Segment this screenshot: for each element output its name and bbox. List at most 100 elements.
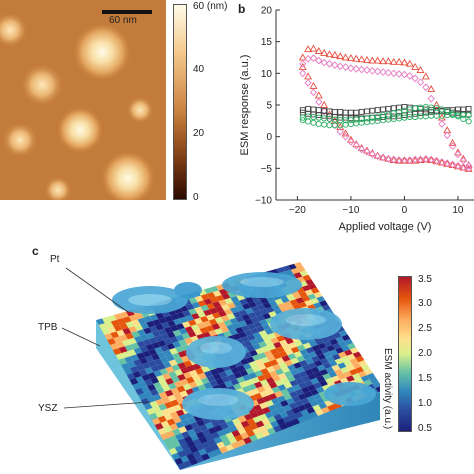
map-cell xyxy=(252,416,262,423)
map-cell xyxy=(125,321,135,328)
map-cell xyxy=(251,284,261,291)
map-cell xyxy=(311,355,320,363)
map-cell xyxy=(348,379,358,387)
map-cell xyxy=(343,360,353,367)
data-point-triangle xyxy=(384,57,393,65)
data-point-triangle xyxy=(336,52,345,60)
map-cell xyxy=(246,418,256,426)
data-point-triangle xyxy=(453,148,462,156)
map-cell xyxy=(214,401,224,409)
map-cell xyxy=(194,379,204,387)
map-cell xyxy=(186,292,195,300)
map-cell xyxy=(280,377,290,385)
map-cell xyxy=(152,307,162,315)
data-point-triangle xyxy=(325,50,334,58)
map-cell xyxy=(227,373,237,381)
map-cell xyxy=(309,400,319,407)
map-cell xyxy=(191,386,201,394)
data-point-diamond xyxy=(304,78,312,87)
map-cell xyxy=(167,406,176,414)
map-cell xyxy=(355,366,364,374)
map-cell xyxy=(142,338,152,346)
map-cell xyxy=(223,319,233,327)
data-point-triangle xyxy=(362,55,371,63)
map-cell xyxy=(276,324,286,331)
esm-map-cells xyxy=(96,262,380,470)
data-point-diamond xyxy=(309,88,318,97)
map-cell xyxy=(280,388,290,396)
map-cell xyxy=(231,355,240,363)
y-tick-label: 15 xyxy=(261,37,273,48)
map-cell xyxy=(310,298,320,305)
map-cell xyxy=(304,379,314,387)
data-point-diamond xyxy=(438,158,446,166)
map-cell xyxy=(274,379,284,387)
map-cell xyxy=(168,447,178,455)
map-cell xyxy=(272,375,281,382)
data-point-diamond xyxy=(454,161,462,170)
map-cell xyxy=(144,304,153,312)
map-cell xyxy=(179,316,188,324)
map-cell xyxy=(160,432,170,440)
map-cell xyxy=(184,423,194,432)
map-cell xyxy=(170,399,180,407)
map-cell xyxy=(249,349,258,357)
map-cell xyxy=(271,304,281,312)
map-cell xyxy=(110,319,120,327)
map-cell xyxy=(333,402,342,409)
map-cell xyxy=(192,450,202,459)
map-cell xyxy=(107,338,116,345)
map-cell xyxy=(265,317,274,324)
map-cell xyxy=(271,315,280,322)
map-cell xyxy=(282,344,291,351)
map-cell xyxy=(143,327,152,335)
map-cell xyxy=(240,432,250,440)
map-cell xyxy=(240,420,250,428)
map-cell xyxy=(249,338,259,346)
map-cell xyxy=(166,430,176,438)
map-cell xyxy=(200,389,210,396)
map-cell xyxy=(112,348,122,355)
data-point-diamond xyxy=(400,70,409,79)
map-cell xyxy=(226,408,236,416)
map-cell xyxy=(223,415,232,423)
map-cell xyxy=(191,313,200,320)
map-cell xyxy=(272,363,282,371)
map-cell xyxy=(178,438,187,446)
map-cell xyxy=(286,294,296,302)
map-cell xyxy=(212,290,222,297)
data-point-square xyxy=(364,108,370,115)
data-point-circle xyxy=(460,115,467,122)
map-cell xyxy=(208,427,217,435)
map-cell xyxy=(288,402,298,410)
map-cell xyxy=(310,308,319,315)
map-cell xyxy=(342,382,352,389)
map-cell xyxy=(257,293,266,300)
map-cell xyxy=(291,324,301,332)
map-cell xyxy=(246,356,255,364)
map-cell xyxy=(124,368,133,375)
data-point-diamond xyxy=(416,78,425,87)
map-cell xyxy=(240,336,250,343)
data-point-triangle xyxy=(309,44,318,52)
data-point-circle xyxy=(305,118,312,125)
map-cell xyxy=(233,289,243,297)
map-cell xyxy=(205,325,215,332)
esm-colorbar-tick-0.5: 0.5 xyxy=(418,423,432,434)
map-cell xyxy=(268,321,277,329)
map-cell xyxy=(252,427,262,435)
data-point-triangle xyxy=(341,129,350,137)
map-cell xyxy=(170,313,180,321)
map-cell xyxy=(336,395,346,403)
map-cell xyxy=(309,319,319,326)
map-cell xyxy=(290,357,300,365)
map-cell xyxy=(128,326,138,333)
map-cell xyxy=(110,343,119,350)
map-cell xyxy=(293,272,303,279)
map-cell xyxy=(288,342,297,349)
map-cell xyxy=(269,370,278,378)
map-cell xyxy=(219,446,228,454)
map-cell xyxy=(300,327,310,334)
map-cell xyxy=(236,294,246,301)
map-cell xyxy=(160,344,170,352)
